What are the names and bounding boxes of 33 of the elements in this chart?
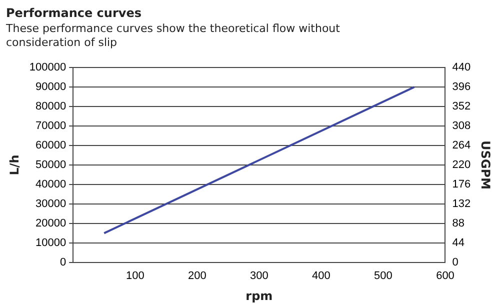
y-tick-label: 50000 [36,159,66,172]
chart-title: Performance curves [6,6,142,20]
y-tick-label: 80000 [36,100,66,113]
y-tick-label: 20000 [36,217,66,230]
y-tick-label: 30000 [36,198,66,210]
y-tick-label: 90000 [36,81,66,94]
y-tick-label: 100000 [29,62,66,74]
y2-tick-label: 44 [452,236,464,249]
y2-tick-label: 88 [452,217,464,230]
x-tick-label: 600 [436,270,454,282]
x-tick-label: 400 [312,270,330,282]
y-tick-label: 0 [60,256,66,268]
y-tick-label: 10000 [36,236,66,249]
x-tick-label: 500 [374,270,392,282]
y2-tick-label: 176 [452,178,471,191]
y-tick-label: 70000 [36,120,66,132]
chart-subtitle: These performance curves show the theoretical flow without consideration of slip [6,22,341,50]
y-tick-label: 60000 [36,140,66,152]
x-tick-label: 200 [188,270,206,282]
y2-tick-label: 440 [452,62,471,74]
y2-tick-label: 308 [452,120,471,132]
x-tick-label: 300 [250,270,268,282]
y2-tick-label: 264 [452,140,471,152]
y2-tick-label: 396 [452,81,471,94]
y-tick-label: 40000 [36,178,66,191]
y2-tick-label: 352 [452,100,471,113]
y2-tick-label: 132 [452,198,471,210]
y2-tick-label: 220 [452,159,471,172]
y2-axis-title: USGPM [478,140,493,190]
x-axis-title: rpm [246,288,273,303]
y-axis-title: L/h [7,154,22,176]
x-tick-label: 100 [126,270,144,282]
y2-tick-label: 0 [452,256,458,268]
